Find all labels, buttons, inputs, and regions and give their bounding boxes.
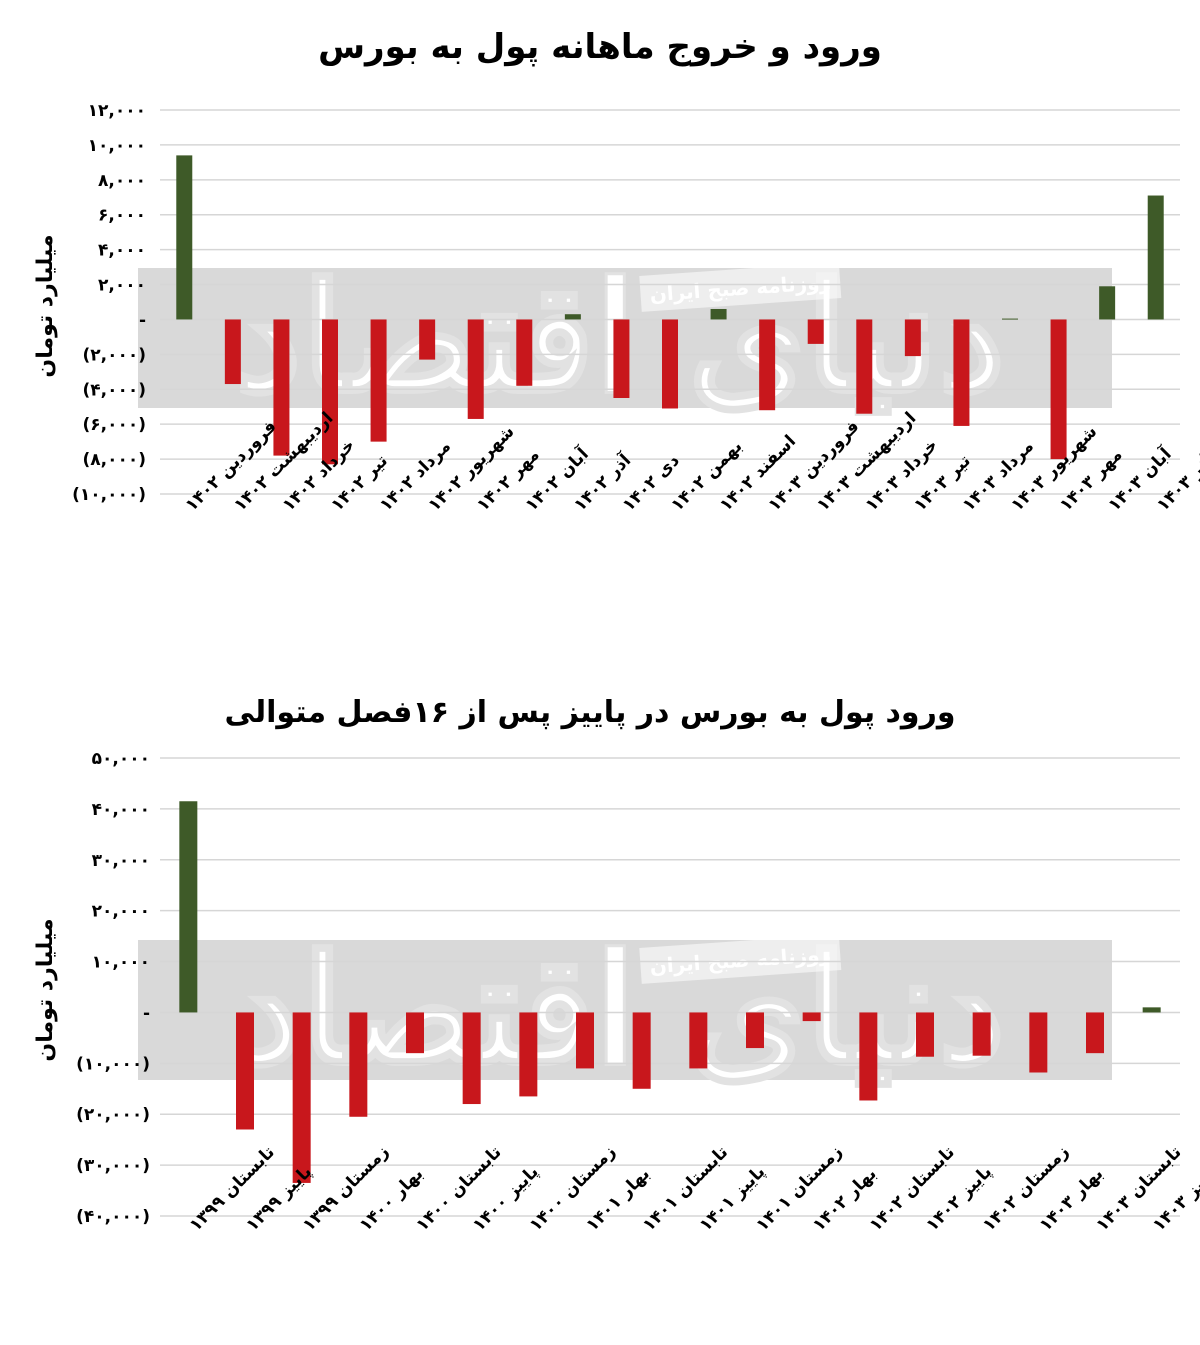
bar [292, 1012, 311, 1183]
chart2-bars [179, 801, 1161, 1183]
y-tick-label: (۴۰,۰۰۰) [76, 1207, 150, 1227]
y-tick-label: ۴,۰۰۰ [98, 241, 146, 261]
seasonal-flow-chart: ورود پول به بورس در پاییز پس از ۱۶فصل مت… [33, 695, 1200, 1236]
bar [273, 319, 290, 456]
bar [516, 319, 533, 386]
bar [1050, 319, 1067, 460]
y-tick-label: ۱۰,۰۰۰ [88, 136, 146, 156]
bar [236, 1012, 254, 1130]
bar [1086, 1012, 1104, 1054]
chart2-title: ورود پول به بورس در پاییز پس از ۱۶فصل مت… [224, 695, 955, 730]
bar [689, 1012, 708, 1069]
bar [224, 319, 241, 385]
bar [519, 1012, 538, 1097]
y-tick-label: ۲,۰۰۰ [98, 276, 146, 296]
chart1-bars [176, 155, 1164, 465]
y-tick-label: ۸,۰۰۰ [98, 171, 146, 191]
bar [662, 319, 678, 409]
chart1-y-ticks: ۱۲,۰۰۰ ۱۰,۰۰۰ ۸,۰۰۰ ۶,۰۰۰ ۴,۰۰۰ ۲,۰۰۰ - (۲,۰۰۰)… [72, 101, 146, 505]
bar [179, 801, 198, 1013]
bar [349, 1012, 368, 1117]
watermark-tag-box [639, 934, 842, 984]
bar [613, 319, 630, 398]
y-tick-label: ۲۰,۰۰۰ [92, 902, 150, 922]
bar [176, 155, 193, 320]
bar [632, 1012, 651, 1089]
y-tick-label: (۸,۰۰۰) [82, 450, 146, 470]
bar [370, 319, 387, 442]
y-tick-label: ۱۰,۰۰۰ [92, 953, 150, 973]
chart2-gridlines [160, 757, 1180, 1217]
y-tick-label: - [143, 1003, 150, 1023]
y-tick-label: ۶,۰۰۰ [98, 206, 146, 226]
bar [953, 319, 970, 426]
bar [746, 1012, 764, 1049]
y-tick-label: (۶,۰۰۰) [82, 415, 146, 435]
bar [802, 1012, 821, 1022]
chart1-y-axis-label: میلیارد تومان [33, 234, 58, 377]
bar [1142, 1007, 1161, 1013]
bar [576, 1012, 594, 1069]
bar [807, 319, 824, 344]
bar [1002, 318, 1018, 320]
x-tick-label: شهریور ۱۴۰۲ [425, 422, 519, 516]
bar [462, 1012, 481, 1105]
chart2-y-axis-label: میلیارد تومان [33, 918, 58, 1061]
bar [856, 319, 873, 414]
y-tick-label: (۲۰,۰۰۰) [76, 1105, 150, 1125]
bar [419, 319, 436, 360]
bar [916, 1012, 934, 1057]
y-tick-label: (۱۰,۰۰۰) [72, 485, 146, 505]
y-tick-label: - [139, 310, 146, 330]
y-tick-label: ۵۰,۰۰۰ [92, 749, 150, 769]
y-tick-label: (۱۰,۰۰۰) [76, 1054, 150, 1074]
bar [467, 319, 484, 419]
bar [759, 319, 776, 411]
bar [710, 308, 727, 320]
y-tick-label: ۳۰,۰۰۰ [92, 851, 150, 871]
y-tick-label: ۱۲,۰۰۰ [88, 101, 146, 121]
bar [406, 1012, 424, 1054]
bar [1147, 195, 1164, 320]
bar [564, 314, 581, 320]
bar [972, 1012, 991, 1056]
bar [1099, 286, 1116, 320]
bar [1029, 1012, 1048, 1073]
y-tick-label: ۴۰,۰۰۰ [92, 800, 150, 820]
bar [904, 319, 921, 357]
bar [859, 1012, 878, 1101]
watermark-tag-box [639, 262, 842, 312]
bar [322, 319, 338, 465]
monthly-flow-chart: ورود و خروج ماهانه پول به بورس میلیارد ت… [33, 27, 1200, 516]
y-tick-label: (۳۰,۰۰۰) [76, 1156, 150, 1176]
chart2-y-ticks: ۵۰,۰۰۰ ۴۰,۰۰۰ ۳۰,۰۰۰ ۲۰,۰۰۰ ۱۰,۰۰۰ - (۱۰,۰۰۰) (… [76, 749, 150, 1227]
y-tick-label: (۲,۰۰۰) [82, 345, 146, 365]
chart1-title: ورود و خروج ماهانه پول به بورس [318, 27, 882, 67]
y-tick-label: (۴,۰۰۰) [82, 380, 146, 400]
